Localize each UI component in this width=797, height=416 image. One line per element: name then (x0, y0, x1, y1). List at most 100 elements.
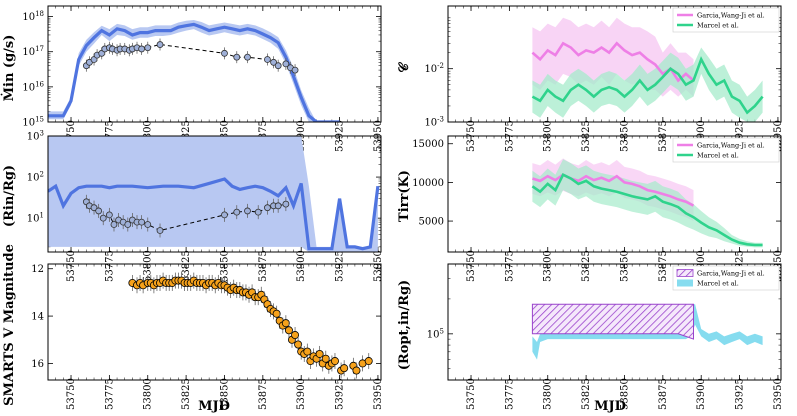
x-tick-label: 53875 (258, 378, 269, 410)
y-tick-label: 10-3 (424, 116, 444, 129)
x-tick-label: 53850 (619, 250, 630, 282)
x-tick-label: 53850 (219, 378, 230, 410)
y-tick-label: 10000 (412, 178, 444, 189)
ylabel-rin: (Rin/Rg) (2, 165, 17, 227)
x-tick-label: 53800 (143, 250, 154, 282)
legend-swatch (677, 279, 693, 287)
data-point (99, 214, 107, 222)
xlabel-right: MJD (594, 399, 626, 414)
x-tick-label: 53950 (373, 250, 384, 282)
x-tick-label: 53750 (466, 378, 477, 410)
x-tick-label: 53900 (696, 378, 707, 410)
data-point (294, 340, 303, 349)
uncertainty-band (48, 20, 340, 122)
plot-frame (47, 5, 382, 123)
plot-frame (47, 263, 382, 381)
uncertainty-band (48, 136, 378, 252)
x-tick-label: 53825 (581, 250, 592, 282)
data-point (364, 357, 373, 366)
plot-frame (447, 135, 782, 253)
x-tick-label: 53850 (219, 250, 230, 282)
legend-label: Garcia,Wang-Ji et al. (697, 11, 765, 19)
x-tick-label: 53950 (373, 378, 384, 410)
y-tick-label: 101 (27, 212, 44, 225)
x-tick-label: 53900 (296, 250, 307, 282)
data-point (105, 211, 113, 219)
data-point (233, 53, 241, 61)
x-tick-label: 53800 (543, 378, 554, 410)
data-point (156, 41, 164, 48)
x-tick-label: 53825 (181, 378, 192, 410)
area-garcia (531, 303, 694, 340)
data-point (281, 319, 290, 328)
y-tick-label: 12 (31, 264, 44, 275)
y-tick-label: 103 (27, 130, 44, 143)
data-point (156, 227, 164, 234)
y-tick-label: 10-2 (424, 62, 444, 75)
x-tick-label: 53800 (143, 378, 154, 410)
x-tick-label: 53925 (335, 250, 346, 282)
data-point (274, 62, 282, 70)
panel-vmag: 53750 53775 53800 53825 53850 53875 53900 53925… (31, 263, 384, 410)
x-tick-label: 53750 (466, 250, 477, 282)
x-tick-label: 53800 (543, 250, 554, 282)
data-point (138, 45, 146, 53)
legend-label: Marcel et al. (697, 151, 739, 159)
ylabel-c: 𝒞 (397, 62, 412, 73)
x-tick-label: 53775 (104, 250, 115, 282)
y-tick-label: 16 (31, 359, 44, 370)
ylabel-tirr: Tirr(K) (397, 170, 412, 222)
x-tick-label: 53925 (335, 378, 346, 410)
x-tick-label: 53900 (296, 378, 307, 410)
x-tick-label: 53775 (104, 378, 115, 410)
data-point (272, 309, 281, 318)
legend-label: Garcia,Wang-Ji et al. (697, 141, 765, 149)
y-tick-label: 1018 (22, 10, 44, 23)
series-line (532, 173, 695, 207)
xlabel-left: MJD (198, 399, 230, 414)
series-line (531, 172, 763, 247)
legend-label: Marcel et al. (697, 279, 739, 287)
x-tick-label: 53850 (619, 378, 630, 410)
panel-ropt: 53750 53775 53800 53825 53850 53875 53900 53925… (427, 263, 784, 410)
data-point (264, 204, 271, 212)
data-point (244, 207, 251, 215)
legend-swatch (676, 269, 694, 277)
series-line (531, 56, 764, 115)
y-tick-label: 5000 (419, 217, 444, 228)
data-point (282, 200, 290, 208)
data-point (233, 208, 241, 216)
x-tick-label: 53825 (181, 250, 192, 282)
y-tick-label: 1015 (22, 116, 44, 129)
ylabel-vmag: SMARTS V Magnitude (2, 244, 17, 406)
data-point (270, 58, 277, 66)
data-point (244, 53, 251, 61)
legend-label: Marcel et al. (697, 21, 739, 29)
plot-frame (447, 263, 782, 381)
uncertainty-band (532, 159, 763, 248)
x-tick-label: 53825 (581, 378, 592, 410)
data-point (330, 357, 339, 366)
data-point (284, 326, 293, 335)
data-point (221, 211, 228, 219)
data-point (303, 347, 312, 356)
data-point (264, 56, 271, 63)
ylabel-mdot: Ṁin (g/s) (1, 35, 17, 102)
y-tick-label: 105 (427, 327, 444, 340)
data-point (340, 364, 349, 373)
ylabel-ropt: (Ropt,in/Rg) (397, 280, 412, 370)
data-point (321, 354, 330, 363)
series-line (48, 177, 380, 251)
panel-rin: 53750 53775 53800 53825 53850 53875 53900 53925… (27, 130, 384, 283)
data-point (254, 208, 262, 216)
x-tick-label: 53925 (735, 378, 746, 410)
legend-label: Garcia,Wang-Ji et al. (697, 269, 765, 277)
data-point (352, 366, 361, 375)
plot-frame (47, 135, 382, 253)
legend-box (672, 137, 780, 163)
data-point (315, 349, 324, 358)
x-tick-label: 53950 (773, 378, 784, 410)
panel-tirr: 5375053775538005382553850538755390053925… (412, 135, 784, 282)
y-tick-label: 102 (27, 171, 44, 184)
